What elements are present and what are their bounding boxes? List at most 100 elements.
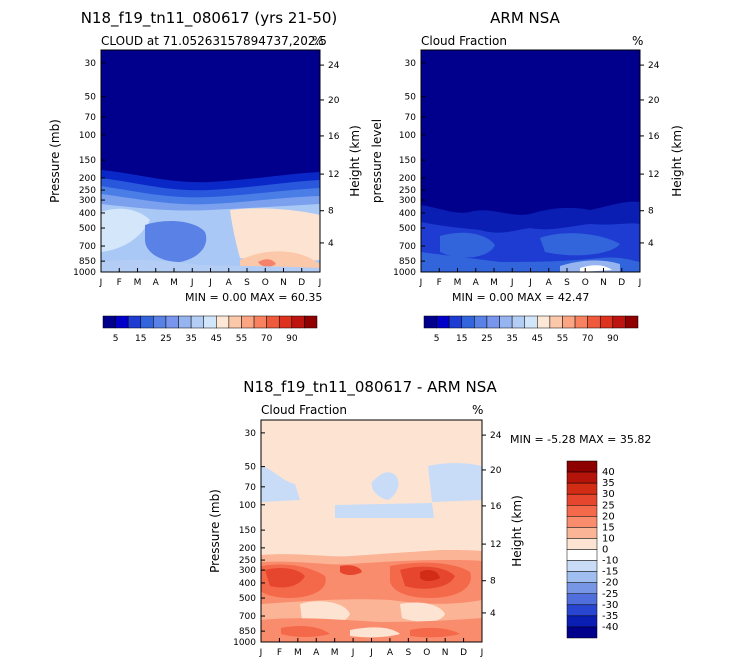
panel-obs-ytick-label: 700 xyxy=(399,242,416,252)
panel-diff-pos-7 xyxy=(340,565,362,575)
panel-diff-ytick-label: 150 xyxy=(239,526,256,536)
panel-model-colorbar-swatch xyxy=(165,315,179,329)
panel-diff-xtick-label: A xyxy=(313,648,320,658)
panel-diff-colorbar-swatch xyxy=(566,560,598,572)
panel-obs-ytick-right-label: 8 xyxy=(648,207,654,217)
panel-model-ytick-label: 400 xyxy=(79,209,96,219)
panel-diff-stats: MIN = -5.28 MAX = 35.82 xyxy=(510,433,651,446)
panel-diff-pos-12 xyxy=(281,626,330,637)
panel-diff-colorbar-label: 40 xyxy=(602,467,615,478)
panel-diff-neg-2 xyxy=(371,472,399,500)
panel-obs-xtick-label: S xyxy=(564,278,570,288)
panel-model-xtick-label: D xyxy=(298,278,305,288)
panel-diff-ytick-label: 300 xyxy=(239,566,256,576)
panel-model-ytick-right-label: 24 xyxy=(328,61,340,71)
panel-model-ytick-label: 500 xyxy=(79,224,96,234)
panel-obs-ytick-label: 850 xyxy=(399,257,416,267)
panel-obs-ticks: J F M A M J J A S O N D J305070100150200250300400500… xyxy=(393,59,660,288)
panel-model-stats: MIN = 0.00 MAX = 60.35 xyxy=(185,291,322,304)
panel-obs-stats: MIN = 0.00 MAX = 42.47 xyxy=(452,291,589,304)
panel-model-ytick-right-label: 8 xyxy=(328,207,334,217)
panel-model-colorbar-swatch xyxy=(304,315,318,329)
panel-model-xtick-label: J xyxy=(208,278,212,288)
panel-diff-colorbar-label: -15 xyxy=(602,567,618,578)
panel-diff-colorbar-label: -40 xyxy=(602,622,618,633)
panel-diff-ytick-right-label: 24 xyxy=(490,431,502,441)
panel-obs-ytick-right-label: 16 xyxy=(648,132,660,142)
panel-diff-xtick-label: O xyxy=(423,648,430,658)
panel-obs-subtitle: Cloud Fraction xyxy=(421,34,507,48)
panel-model-ytick-label: 700 xyxy=(79,242,96,252)
panel-diff-ytick-right-label: 16 xyxy=(490,502,502,512)
panel-diff-neg-3 xyxy=(428,463,482,502)
panel-model-colorbar-label: 15 xyxy=(135,334,146,344)
panel-diff-ylabel-right: Height (km) xyxy=(510,495,524,566)
panel-model-colorbar-swatch xyxy=(178,315,192,329)
panel-diff-pos-10 xyxy=(400,602,445,623)
panel-model-ytick-label: 50 xyxy=(85,93,97,103)
panel-diff-colorbar-label: 10 xyxy=(602,533,615,544)
panel-model-lowcloud-5 xyxy=(258,259,276,267)
panel-obs-colorbar-label: 15 xyxy=(456,334,467,344)
panel-obs-xtick-label: J xyxy=(638,278,642,288)
panel-obs-ytick-label: 500 xyxy=(399,224,416,234)
panel-diff-colorbar-label: 35 xyxy=(602,478,615,489)
panel-diff-title: N18_f19_tn11_080617 - ARM NSA xyxy=(243,378,497,397)
panel-diff-xtick-label: M xyxy=(294,648,302,658)
panel-diff-colorbar-label: 30 xyxy=(602,489,615,500)
panel-obs-plot xyxy=(420,49,641,273)
panel-obs-colorbar-swatch xyxy=(587,315,601,329)
panel-model-xtick-label: M xyxy=(134,278,142,288)
panel-obs-xtick-label: M xyxy=(454,278,462,288)
panel-diff-xtick-label: A xyxy=(387,648,394,658)
panel-diff-neg-1 xyxy=(261,466,300,502)
panel-diff-colorbar-label: -35 xyxy=(602,611,618,622)
panel-model-colorbar-swatch xyxy=(203,315,217,329)
panel-obs-colorbar-label: 35 xyxy=(506,334,517,344)
panel-diff-ytick-label: 500 xyxy=(239,594,256,604)
panel-model-xtick-label: O xyxy=(262,278,269,288)
panel-model-colorbar-label: 5 xyxy=(113,334,119,344)
panel-diff-colorbar-label: -25 xyxy=(602,589,618,600)
panel-diff-pos-5 xyxy=(265,568,305,588)
panel-diff-ytick-label: 200 xyxy=(239,544,256,554)
panel-diff-ytick-label: 100 xyxy=(239,501,256,511)
panel-diff-ytick-right-label: 8 xyxy=(490,577,496,587)
panel-obs-xtick-label: M xyxy=(490,278,498,288)
panel-obs-colorbar-swatch xyxy=(511,315,525,329)
panel-obs-colorbar-label: 45 xyxy=(532,334,543,344)
panel-obs-colorbar-label: 90 xyxy=(607,334,619,344)
panel-diff-ytick-label: 30 xyxy=(245,429,257,439)
panel-obs-colorbar-swatch xyxy=(574,315,588,329)
panel-model-colorbar-label: 70 xyxy=(261,334,273,344)
panel-obs-xtick-label: J xyxy=(528,278,532,288)
panel-diff-pos-13 xyxy=(350,627,400,638)
panel-obs-ytick-right-label: 20 xyxy=(648,96,660,106)
panel-diff-colorbar-label: -30 xyxy=(602,600,618,611)
panel-diff-ytick-right-label: 12 xyxy=(490,540,501,550)
panel-model-xtick-label: S xyxy=(244,278,250,288)
panel-diff-colorbar-swatch xyxy=(566,604,598,617)
panel-obs-colorbar-swatch xyxy=(562,315,576,329)
panel-obs: ARM NSA Cloud Fraction % J F M A M J J A S O N D J30… xyxy=(370,9,684,344)
panel-obs-ytick-label: 300 xyxy=(399,196,416,206)
panel-model-ytick-label: 300 xyxy=(79,196,96,206)
panel-diff-ytick-label: 1000 xyxy=(233,638,256,648)
panel-obs-ylabel-right: Height (km) xyxy=(670,125,684,196)
panel-diff-ytick-label: 400 xyxy=(239,579,256,589)
panel-obs-xtick-label: J xyxy=(419,278,423,288)
panel-model-ytick-label: 200 xyxy=(79,174,96,184)
panel-obs-ytick-label: 100 xyxy=(399,131,416,141)
panel-model-lowcloud-3 xyxy=(145,220,207,262)
panel-model-colorbar-swatch xyxy=(153,315,167,329)
panel-obs-colorbar-swatch xyxy=(625,315,639,329)
panel-diff-xtick-label: J xyxy=(259,648,263,658)
panel-diff-subtitle: Cloud Fraction xyxy=(261,403,347,417)
panel-model-ytick-label: 70 xyxy=(85,113,97,123)
panel-diff-colorbar-label: -20 xyxy=(602,578,618,589)
panel-obs-xtick-label: A xyxy=(473,278,480,288)
panel-model-colorbar-swatch xyxy=(253,315,267,329)
panel-diff-colorbar-label: -10 xyxy=(602,556,618,567)
